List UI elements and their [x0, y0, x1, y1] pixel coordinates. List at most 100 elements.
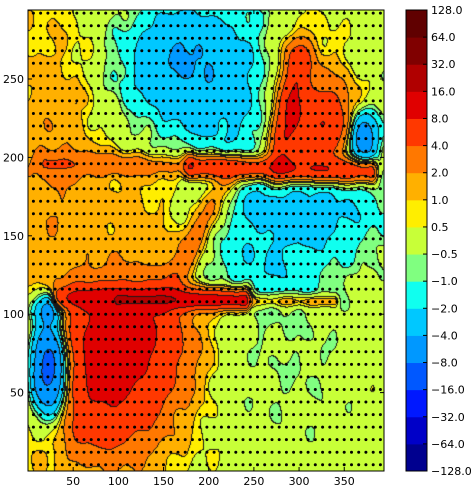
stipple-dot [89, 187, 93, 191]
stipple-dot [53, 174, 57, 178]
stipple-dot [241, 275, 245, 279]
stipple-dot [219, 463, 223, 467]
stipple-dot [277, 36, 281, 40]
stipple-dot [277, 61, 281, 65]
stipple-dot [292, 11, 296, 15]
stipple-dot [133, 224, 137, 228]
stipple-dot [277, 400, 281, 404]
stipple-dot [183, 362, 187, 366]
stipple-dot [154, 413, 158, 417]
stipple-dot [350, 36, 353, 40]
stipple-dot [176, 362, 180, 366]
stipple-dot [31, 275, 35, 279]
stipple-dot [104, 61, 108, 65]
colorbar: −128.0−64.0−32.0−16.0−8.0−4.0−2.0−1.0−0.… [405, 4, 472, 478]
stipple-dot [284, 61, 288, 65]
stipple-dot [335, 388, 339, 391]
stipple-dot [140, 174, 144, 178]
stipple-dot [342, 250, 346, 253]
stipple-dot [270, 86, 274, 90]
stipple-dot [60, 174, 64, 178]
stipple-dot [118, 388, 122, 391]
stipple-dot [104, 187, 108, 191]
stipple-dot [234, 49, 238, 53]
stipple-dot [299, 312, 303, 316]
stipple-dot [68, 275, 72, 279]
stipple-dot [147, 250, 151, 253]
stipple-dot [234, 162, 238, 166]
stipple-dot [162, 400, 165, 404]
stipple-dot [104, 325, 108, 329]
stipple-dot [219, 425, 223, 429]
stipple-dot [111, 199, 115, 203]
stipple-dot [190, 337, 194, 341]
stipple-dot [97, 300, 100, 304]
stipple-dot [46, 137, 50, 141]
stipple-dot [82, 312, 86, 316]
stipple-dot [378, 337, 382, 341]
stipple-dot [299, 275, 303, 279]
stipple-dot [205, 337, 209, 341]
stipple-dot [357, 463, 361, 467]
stipple-dot [342, 149, 346, 153]
stipple-dot [335, 11, 339, 15]
stipple-dot [328, 137, 332, 141]
stipple-dot [183, 112, 187, 115]
stipple-dot [176, 11, 180, 15]
stipple-dot [241, 400, 245, 404]
stipple-dot [89, 450, 93, 454]
stipple-dot [82, 425, 86, 429]
stipple-dot [227, 74, 231, 78]
stipple-dot [104, 212, 108, 216]
stipple-dot [241, 300, 245, 304]
stipple-dot [248, 187, 252, 191]
stipple-dot [335, 237, 339, 241]
stipple-dot [75, 11, 79, 15]
stipple-dot [39, 237, 43, 241]
stipple-dot [169, 199, 173, 203]
stipple-dot [357, 124, 361, 128]
stipple-dot [198, 237, 202, 241]
stipple-dot [82, 149, 86, 153]
stipple-dot [248, 388, 252, 391]
stipple-dot [133, 36, 137, 40]
stipple-dot [133, 212, 137, 216]
stipple-dot [248, 49, 252, 53]
stipple-dot [68, 49, 72, 53]
stipple-dot [284, 199, 288, 203]
stipple-dot [234, 137, 238, 141]
stipple-dot [371, 450, 375, 454]
stipple-dot [378, 287, 382, 291]
stipple-dot [227, 124, 231, 128]
stipple-dot [321, 450, 325, 454]
stipple-dot [263, 287, 267, 291]
stipple-dot [154, 149, 158, 153]
stipple-dot [39, 262, 43, 266]
stipple-dot [364, 49, 368, 53]
stipple-dot [198, 49, 202, 53]
stipple-dot [335, 287, 339, 291]
stipple-dot [292, 287, 296, 291]
stipple-dot [140, 112, 144, 115]
stipple-dot [154, 325, 158, 329]
stipple-dot [227, 325, 231, 329]
stipple-dot [212, 413, 216, 417]
stipple-dot [169, 413, 173, 417]
stipple-dot [313, 325, 317, 329]
stipple-dot [68, 312, 72, 316]
stipple-dot [169, 262, 173, 266]
stipple-dot [357, 450, 361, 454]
stipple-dot [190, 149, 194, 153]
stipple-dot [306, 187, 310, 191]
stipple-dot [284, 400, 288, 404]
stipple-dot [227, 312, 231, 316]
stipple-dot [147, 450, 151, 454]
stipple-dot [89, 413, 93, 417]
stipple-dot [147, 463, 151, 467]
stipple-dot [205, 36, 209, 40]
stipple-dot [147, 312, 151, 316]
stipple-dot [263, 350, 267, 354]
colorbar-tick-label: 128.0 [431, 4, 463, 17]
stipple-dot [371, 312, 375, 316]
stipple-dot [82, 124, 86, 128]
